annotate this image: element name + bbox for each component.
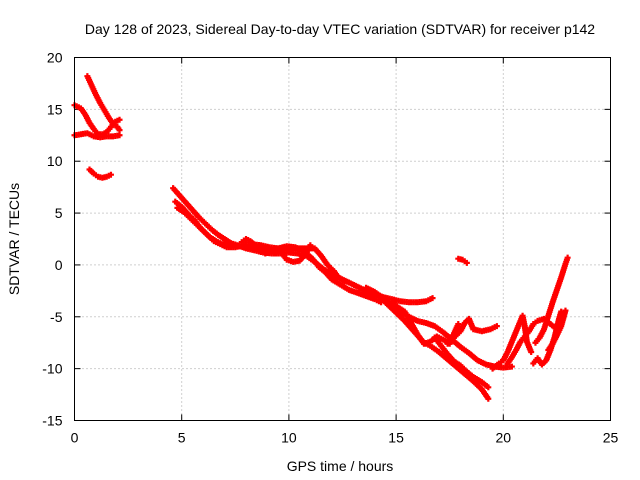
- series-main-a: [170, 185, 436, 306]
- y-tick-label: 10: [47, 153, 63, 169]
- data-point: [341, 278, 348, 285]
- chart-title: Day 128 of 2023, Sidereal Day-to-day VTE…: [85, 21, 595, 37]
- grid-layer: [74, 57, 611, 421]
- series-late-d: [431, 334, 492, 391]
- series-late-j: [545, 307, 569, 353]
- data-point: [455, 321, 462, 328]
- y-tick-label: 0: [55, 257, 63, 273]
- plot-frame: [74, 57, 611, 421]
- data-point: [116, 132, 123, 139]
- series-main-d: [238, 236, 348, 285]
- tick-layer: [74, 57, 611, 421]
- series-late-g: [504, 315, 560, 367]
- data-point: [116, 127, 123, 134]
- series-late-b: [375, 293, 492, 402]
- data-point: [485, 395, 492, 402]
- series-isolated: [455, 255, 470, 266]
- x-axis-label: GPS time / hours: [287, 458, 394, 474]
- data-point: [564, 254, 571, 261]
- y-tick-label: 5: [55, 205, 63, 221]
- x-tick-label: 20: [496, 430, 512, 446]
- x-tick-label: 0: [71, 430, 79, 446]
- x-tick-labels: 0 5 10 15 20 25: [71, 430, 619, 446]
- data-point: [463, 259, 470, 266]
- data-point: [508, 363, 515, 370]
- data-point: [107, 171, 114, 178]
- y-tick-labels: 20 15 10 5 0 -5 -10 -15: [42, 50, 62, 429]
- series-early-high: [84, 73, 123, 134]
- x-tick-label: 5: [178, 430, 186, 446]
- y-tick-label: 15: [47, 101, 63, 117]
- data-point: [429, 295, 436, 302]
- series-late-e: [444, 315, 500, 347]
- y-tick-label: -5: [50, 309, 63, 325]
- x-tick-label: 15: [388, 430, 404, 446]
- data-point: [116, 116, 123, 123]
- x-tick-label: 10: [281, 430, 297, 446]
- data-point: [485, 384, 492, 391]
- y-tick-label: -15: [42, 413, 62, 429]
- y-tick-label: 20: [47, 50, 63, 66]
- series-late-i: [532, 254, 571, 346]
- y-tick-label: -10: [42, 361, 62, 377]
- data-point: [528, 349, 535, 356]
- data-point: [493, 323, 500, 330]
- series-late-f: [489, 312, 535, 372]
- x-tick-label: 25: [603, 430, 619, 446]
- series-early-bottom: [86, 166, 114, 181]
- data-point: [562, 307, 569, 314]
- data-layer: [71, 73, 571, 402]
- y-axis-label: SDTVAR / TECUs: [6, 183, 22, 295]
